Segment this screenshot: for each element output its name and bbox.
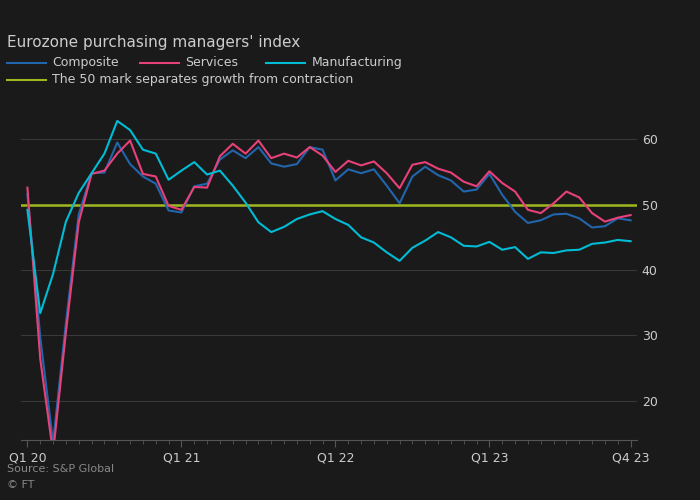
Text: The 50 mark separates growth from contraction: The 50 mark separates growth from contra… <box>52 74 354 86</box>
Text: Manufacturing: Manufacturing <box>312 56 402 69</box>
Text: Services: Services <box>186 56 239 69</box>
Text: Source: S&P Global: Source: S&P Global <box>7 464 114 474</box>
Text: Eurozone purchasing managers' index: Eurozone purchasing managers' index <box>7 35 300 50</box>
Text: Composite: Composite <box>52 56 119 69</box>
Text: © FT: © FT <box>7 480 34 490</box>
